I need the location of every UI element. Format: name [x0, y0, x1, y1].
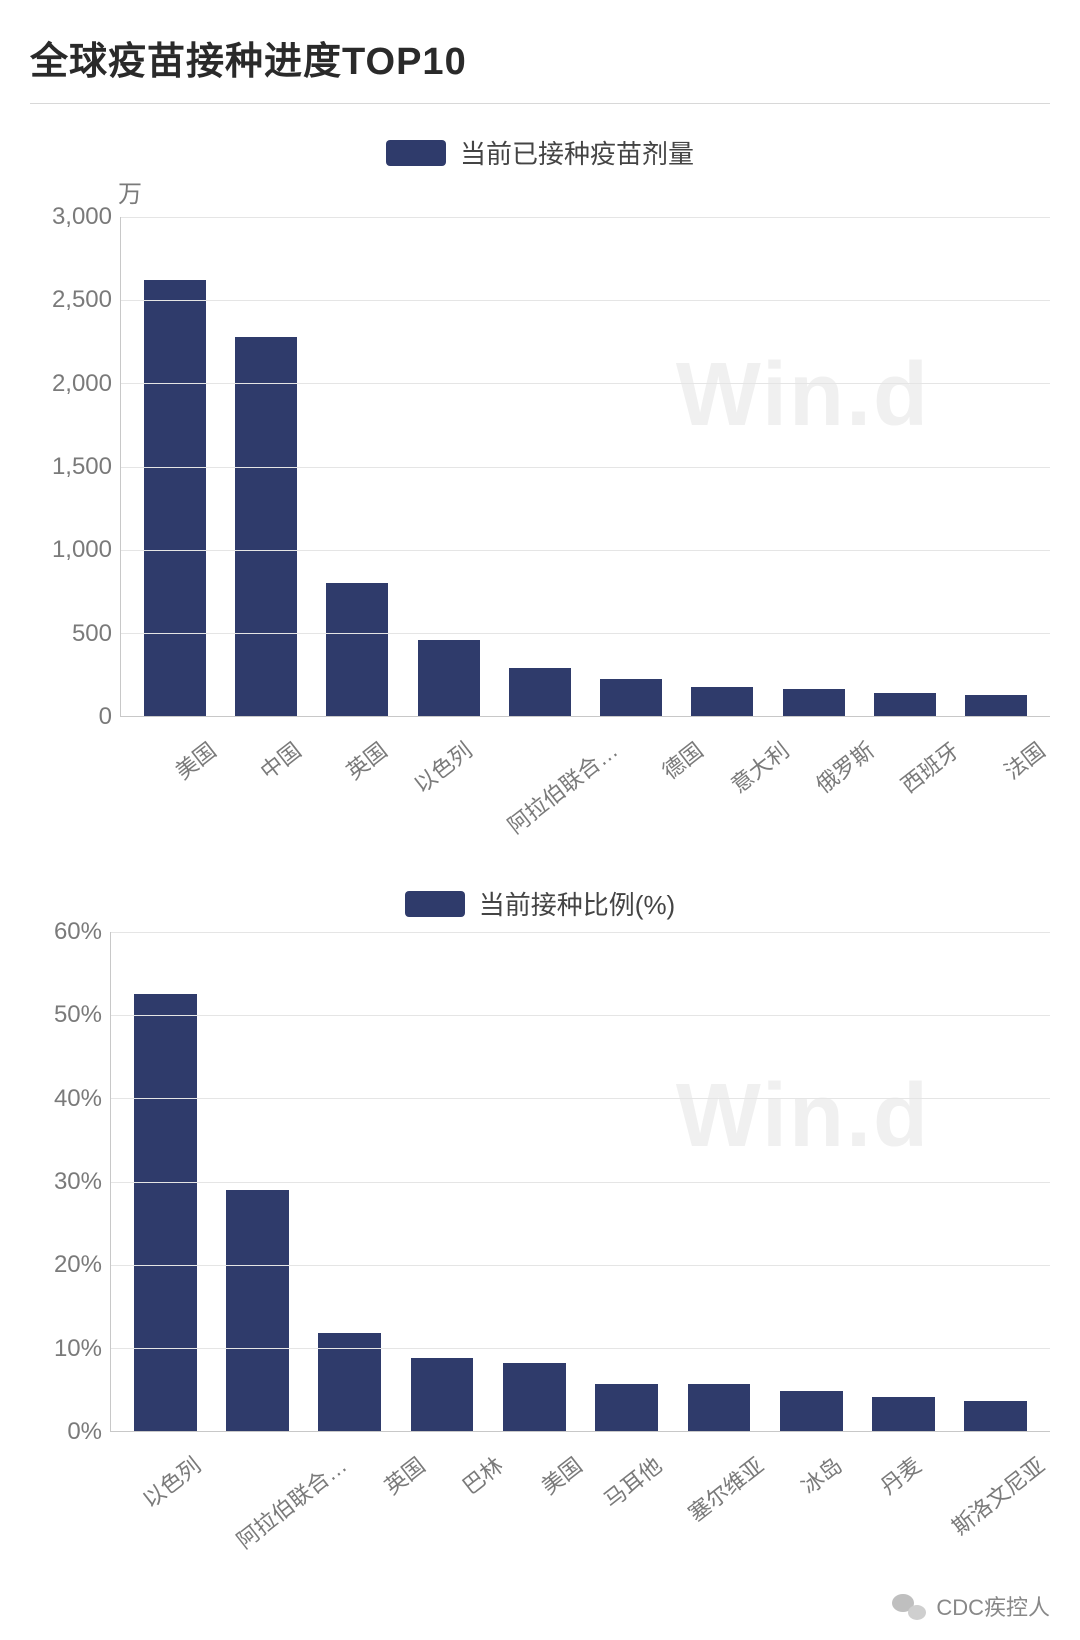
- page: 全球疫苗接种进度TOP10 当前已接种疫苗剂量 万 Win.d 3,0002,5…: [0, 0, 1080, 1640]
- source-footer: CDC疾控人: [892, 1590, 1050, 1622]
- y-unit-label: 万: [118, 174, 142, 209]
- legend-ratio: 当前接种比例(%): [30, 885, 1050, 922]
- legend-swatch: [405, 891, 465, 917]
- plot-area-ratio: [110, 932, 1050, 1432]
- bar: [235, 337, 297, 716]
- bar: [509, 668, 571, 716]
- x-tick: 阿拉伯联合…: [229, 1440, 399, 1601]
- bar: [872, 1397, 935, 1431]
- x-axis-doses: 美国中国英国以色列阿拉伯联合…德国意大利俄罗斯西班牙法国: [120, 725, 1050, 815]
- source-label: CDC疾控人: [936, 1590, 1050, 1622]
- bar: [600, 679, 662, 716]
- x-tick: 以色列: [402, 725, 525, 848]
- bar: [226, 1190, 289, 1431]
- x-tick: 以色列: [135, 1440, 253, 1560]
- y-axis-doses: 3,0002,5002,0001,5001,0005000: [30, 217, 120, 717]
- grid-line: [121, 633, 1050, 634]
- grid-line: [121, 550, 1050, 551]
- wechat-icon: [892, 1592, 926, 1620]
- grid-line: [111, 1015, 1050, 1016]
- grid-line: [121, 217, 1050, 218]
- grid-line: [111, 1348, 1050, 1349]
- bar: [134, 994, 197, 1431]
- legend-doses: 当前已接种疫苗剂量: [30, 134, 1050, 171]
- page-title: 全球疫苗接种进度TOP10: [30, 30, 1050, 85]
- plot-wrap-doses: 3,0002,5002,0001,5001,0005000: [30, 217, 1050, 717]
- bar: [595, 1384, 658, 1431]
- title-row: 全球疫苗接种进度TOP10: [30, 30, 1050, 104]
- bar: [418, 640, 480, 717]
- plot-area-doses: [120, 217, 1050, 717]
- bar: [780, 1391, 843, 1431]
- chart-doses: 当前已接种疫苗剂量 万 Win.d 3,0002,5002,0001,5001,…: [30, 134, 1050, 815]
- grid-line: [111, 1265, 1050, 1266]
- x-tick: 斯洛文尼亚: [944, 1440, 1080, 1587]
- x-axis-ratio: 以色列阿拉伯联合…英国巴林美国马耳他塞尔维亚冰岛丹麦斯洛文尼亚: [110, 1440, 1050, 1530]
- bar: [874, 693, 936, 716]
- legend-label: 当前已接种疫苗剂量: [460, 134, 694, 171]
- x-tick: 法国: [975, 725, 1080, 848]
- bar: [783, 689, 845, 716]
- chart-ratio: 当前接种比例(%) Win.d 60%50%40%30%20%10%0% 以色列…: [30, 885, 1050, 1530]
- x-tick: 丹麦: [856, 1440, 973, 1559]
- bar: [411, 1358, 474, 1431]
- bar: [964, 1401, 1027, 1431]
- grid-line: [121, 467, 1050, 468]
- grid-line: [111, 1098, 1050, 1099]
- legend-swatch: [386, 140, 446, 166]
- legend-label: 当前接种比例(%): [479, 885, 675, 922]
- bar: [965, 695, 1027, 716]
- plot-wrap-ratio: 60%50%40%30%20%10%0%: [30, 932, 1050, 1432]
- grid-line: [111, 932, 1050, 933]
- bar: [144, 280, 206, 716]
- grid-line: [121, 383, 1050, 384]
- bar: [688, 1384, 751, 1431]
- grid-line: [121, 300, 1050, 301]
- bar: [691, 687, 753, 716]
- bar: [326, 583, 388, 716]
- y-axis-ratio: 60%50%40%30%20%10%0%: [30, 932, 110, 1432]
- bar: [503, 1363, 566, 1431]
- grid-line: [111, 1182, 1050, 1183]
- x-tick: 阿拉伯联合…: [500, 725, 670, 886]
